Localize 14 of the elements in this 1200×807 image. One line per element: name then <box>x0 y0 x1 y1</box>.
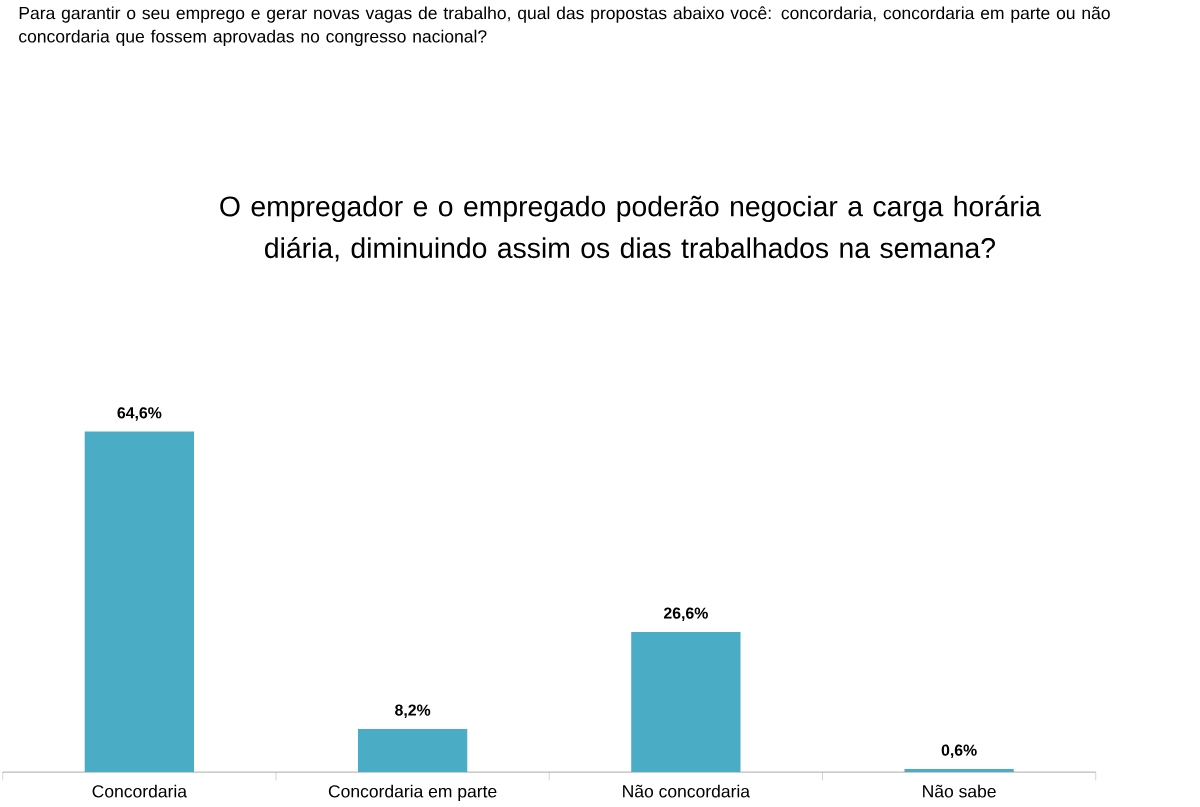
chart-subtitle: Para garantir o seu emprego e gerar novas vagas de trabalho, qual das propostas abaixo você: concordaria, concordaria em parte ou não concordaria que fossem aprovadas no congresso nacional? <box>19 6 1110 47</box>
bar <box>904 769 1014 773</box>
data-label: 26,6% <box>663 607 708 622</box>
x-tick-label: Concordaria <box>92 784 187 798</box>
data-label: 0,6% <box>941 744 977 759</box>
bar <box>631 632 741 773</box>
chart-title: O empregador e o empregado poderão negociar a carga horária diária, diminuindo assim os dias trabalhados na semana? <box>220 195 1041 262</box>
x-tick-label: Concordaria em parte <box>328 784 497 802</box>
bar <box>84 431 195 773</box>
x-tick-label: Não sabe <box>923 784 996 798</box>
bar <box>357 729 468 773</box>
data-label: 8,2% <box>395 704 431 719</box>
x-tick-label: Não concordaria <box>623 784 751 798</box>
data-label: 64,6% <box>117 407 162 421</box>
